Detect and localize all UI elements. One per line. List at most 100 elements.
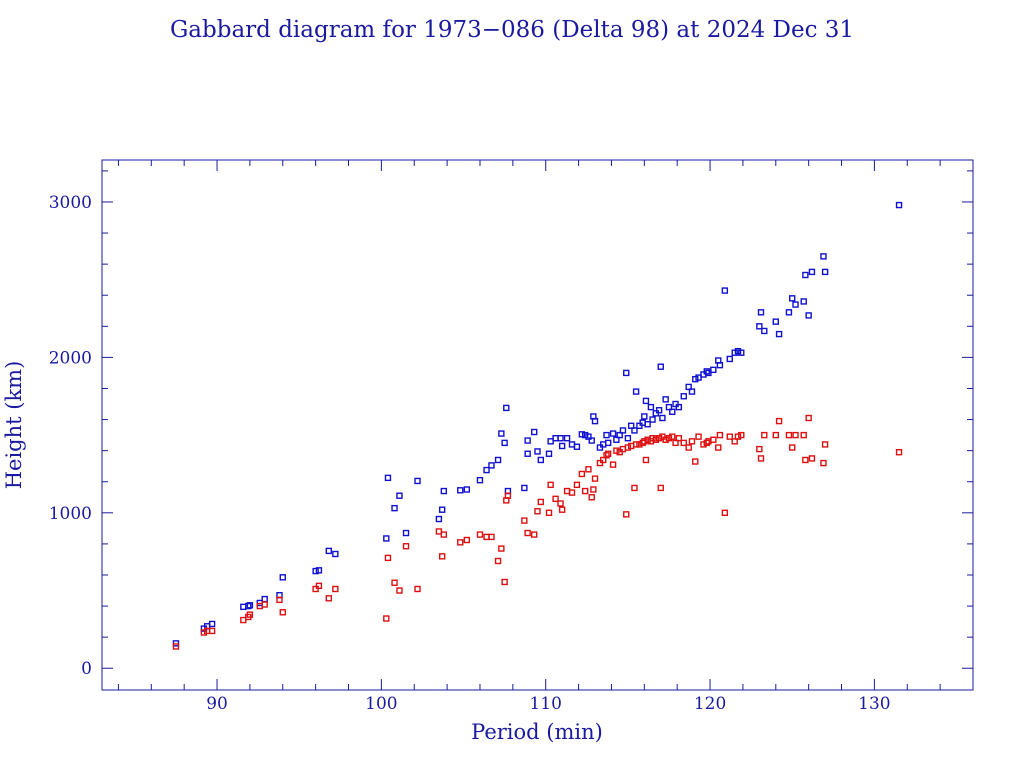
- perigee-point: [703, 439, 710, 447]
- plot-frame: [101, 159, 974, 691]
- apogee-point: [757, 309, 765, 316]
- apogee-point: [657, 363, 664, 370]
- perigee-point: [662, 436, 669, 443]
- apogee-point: [662, 396, 669, 403]
- apogee-point: [531, 428, 538, 436]
- apogee-point: [557, 435, 564, 442]
- perigee-point: [531, 531, 538, 538]
- apogee-point: [624, 435, 632, 442]
- perigee-point: [588, 494, 595, 501]
- apogee-point: [588, 437, 595, 444]
- apogee-point: [756, 323, 763, 330]
- perigee-point: [208, 627, 216, 635]
- apogee-point: [534, 448, 541, 455]
- y-tick-label: 3000: [49, 193, 92, 213]
- perigee-point: [692, 458, 699, 465]
- y-tick-label: 2000: [49, 348, 92, 368]
- apogee-point: [279, 574, 286, 581]
- apogee-point: [655, 407, 663, 414]
- perigee-point: [609, 461, 617, 468]
- perigee-point: [715, 444, 722, 451]
- perigee-point: [623, 511, 630, 518]
- apogee-point: [604, 439, 612, 447]
- perigee-point: [649, 435, 656, 442]
- apogee-point: [710, 366, 717, 374]
- perigee-point: [802, 456, 809, 464]
- perigee-point: [590, 486, 597, 493]
- apogee-point: [315, 567, 323, 574]
- x-tick-label: 100: [365, 694, 397, 714]
- perigee-point: [332, 585, 339, 593]
- axis-ticks: [102, 160, 974, 690]
- perigee-point: [695, 433, 702, 440]
- perigee-point: [738, 431, 745, 439]
- perigee-point: [675, 435, 683, 442]
- perigee-point: [761, 431, 768, 439]
- apogee-point: [581, 431, 589, 439]
- perigee-point: [775, 417, 783, 425]
- perigee-point: [641, 438, 648, 445]
- perigee-point: [820, 459, 827, 467]
- x-tick-label: 110: [529, 694, 561, 714]
- perigee-point: [785, 431, 793, 439]
- perigee-point: [792, 431, 799, 439]
- chart-title: Gabbard diagram for 1973−086 (Delta 98) …: [170, 17, 854, 43]
- apogee-point: [537, 456, 544, 464]
- apogee-point: [613, 436, 620, 443]
- perigee-point: [246, 611, 254, 618]
- apogee-point: [246, 602, 254, 609]
- perigee-point: [537, 498, 544, 506]
- perigee-point: [573, 481, 581, 489]
- apogee-point: [402, 529, 410, 537]
- apogee-point: [501, 439, 508, 447]
- apogee-point: [440, 487, 448, 495]
- perigee-point: [504, 492, 512, 499]
- perigee-point: [731, 438, 738, 445]
- x-tick-label: 130: [858, 694, 890, 714]
- perigee-point: [688, 438, 696, 445]
- apogee-point: [721, 287, 729, 294]
- apogee-point: [208, 620, 216, 628]
- perigee-point: [603, 452, 610, 459]
- apogee-point: [585, 433, 592, 440]
- apogee-point: [726, 355, 733, 363]
- perigee-point: [524, 529, 531, 537]
- perigee-point: [545, 509, 553, 517]
- perigee-point: [315, 582, 323, 590]
- apogee-point: [808, 268, 816, 276]
- perigee-point: [557, 500, 564, 507]
- apogee-point: [524, 450, 531, 457]
- perigee-point: [657, 484, 664, 492]
- apogee-point: [731, 349, 738, 356]
- perigee-point: [547, 481, 554, 489]
- apogee-point: [245, 602, 252, 610]
- perigee-point: [716, 431, 724, 439]
- perigee-point: [604, 450, 612, 457]
- apogee-point: [312, 567, 319, 575]
- y-tick-label: 1000: [49, 504, 92, 524]
- perigee-point: [672, 439, 679, 447]
- perigee-point: [895, 448, 903, 456]
- perigee-point: [757, 455, 765, 462]
- perigee-point: [726, 433, 733, 440]
- apogee-point: [642, 397, 650, 405]
- apogee-point: [545, 450, 553, 457]
- perigee-point: [585, 466, 592, 473]
- perigee-point: [521, 517, 528, 524]
- perigee-point: [172, 643, 180, 650]
- apogee-point: [685, 383, 692, 391]
- perigee-point: [772, 431, 779, 439]
- perigee-point: [498, 545, 505, 552]
- apogee-point: [738, 349, 745, 356]
- apogee-point: [805, 312, 812, 319]
- apogee-point: [688, 388, 696, 395]
- apogee-point: [498, 430, 505, 437]
- perigee-point: [200, 629, 208, 636]
- apogee-point: [785, 309, 793, 316]
- apogee-point: [644, 421, 651, 428]
- apogee-point: [435, 515, 443, 523]
- perigee-point: [669, 433, 676, 440]
- perigee-point: [800, 431, 807, 439]
- perigee-point: [710, 436, 717, 443]
- tick-labels: 90 100 110 120 130 0 1000 2000 3000: [49, 193, 891, 714]
